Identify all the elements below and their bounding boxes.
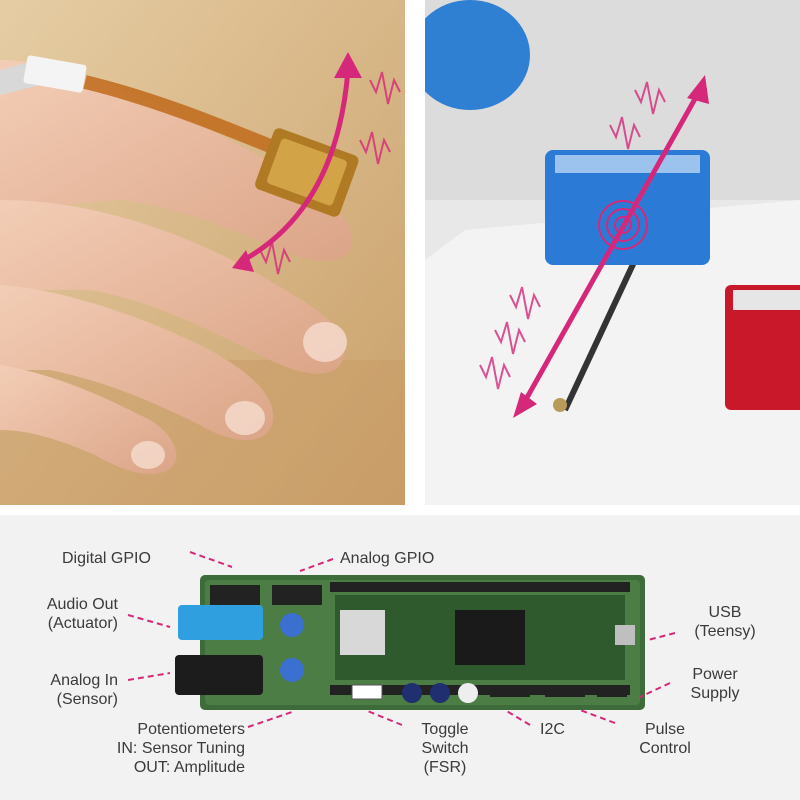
- label-audio-out-line2: (Actuator): [47, 615, 118, 632]
- circuit-board: [175, 575, 645, 710]
- photo-finger-actuator: [0, 0, 405, 505]
- radial-pulse-icon: [598, 200, 648, 250]
- board-diagram-panel: Digital GPIO Analog GPIO Audio Out (Actu…: [0, 515, 800, 800]
- label-analog-gpio: Analog GPIO: [340, 550, 435, 567]
- label-digital-gpio: Digital GPIO: [62, 550, 151, 567]
- label-pulse-control: Pulse Control: [625, 720, 705, 758]
- label-power-supply: Power Supply: [675, 665, 755, 703]
- label-power-line2: Supply: [690, 685, 740, 702]
- label-audio-out-line1: Audio Out: [46, 596, 118, 613]
- label-potentiometers-line2: IN: Sensor Tuning: [116, 740, 245, 757]
- label-pulse-line1: Pulse: [644, 721, 686, 738]
- label-i2c: I2C: [540, 721, 565, 738]
- label-analog-in: Analog In (Sensor): [20, 671, 118, 709]
- blue-block: [545, 150, 710, 265]
- label-potentiometers-line3: OUT: Amplitude: [133, 759, 245, 776]
- photo-slider-blocks: [425, 0, 800, 505]
- label-potentiometers: Potentiometers IN: Sensor Tuning OUT: Am…: [70, 720, 245, 777]
- vibration-wave-icon: [259, 71, 401, 275]
- red-block: [725, 285, 800, 410]
- label-analog-in-line1: Analog In: [50, 672, 118, 689]
- label-usb-line2: (Teensy): [694, 623, 756, 640]
- vibration-wave-icon: [479, 81, 666, 390]
- label-toggle-line3: (FSR): [423, 759, 467, 776]
- label-toggle-switch: Toggle Switch (FSR): [405, 720, 485, 777]
- label-usb-line1: USB: [708, 604, 742, 621]
- hand: [0, 60, 352, 475]
- label-toggle-line2: Switch: [421, 740, 469, 757]
- label-usb: USB (Teensy): [680, 603, 770, 641]
- label-pulse-line2: Control: [639, 740, 691, 757]
- label-power-line1: Power: [692, 666, 738, 683]
- label-analog-in-line2: (Sensor): [56, 691, 118, 708]
- label-audio-out: Audio Out (Actuator): [20, 595, 118, 633]
- label-toggle-line1: Toggle: [421, 721, 469, 738]
- label-potentiometers-line1: Potentiometers: [137, 721, 245, 738]
- arrow-icon: [238, 69, 351, 265]
- arrow-icon: [517, 88, 703, 412]
